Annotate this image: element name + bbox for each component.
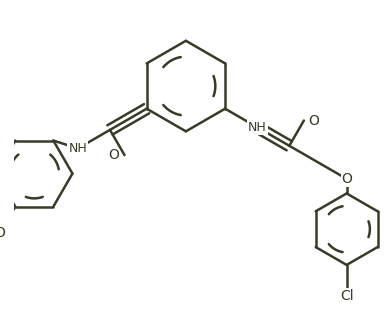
Text: NH: NH <box>68 142 87 155</box>
Text: Cl: Cl <box>340 289 353 303</box>
Text: O: O <box>0 226 5 240</box>
Text: NH: NH <box>248 121 267 134</box>
Text: O: O <box>341 172 352 186</box>
Text: O: O <box>108 148 119 162</box>
Text: O: O <box>308 114 319 127</box>
